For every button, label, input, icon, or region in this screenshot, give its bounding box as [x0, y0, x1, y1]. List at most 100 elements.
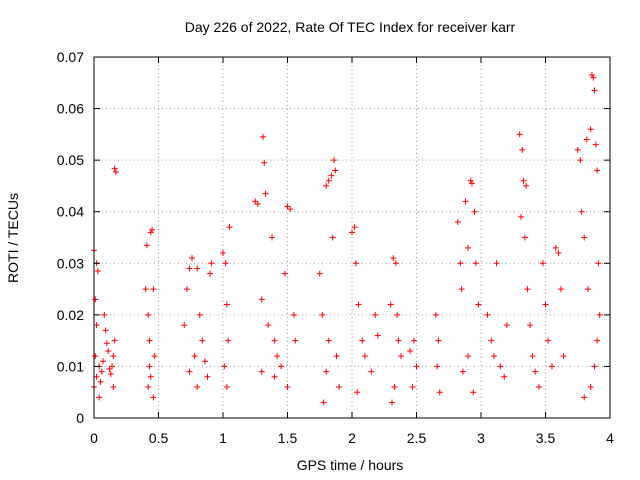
data-point: [390, 255, 397, 262]
data-point: [105, 347, 112, 354]
data-point: [557, 286, 564, 293]
data-point: [199, 337, 206, 344]
data-point: [516, 131, 523, 138]
data-point: [542, 301, 549, 308]
data-point: [536, 384, 543, 391]
data-point: [259, 133, 266, 140]
data-point: [221, 363, 228, 370]
data-point: [592, 141, 599, 148]
data-point: [488, 337, 495, 344]
data-point: [409, 384, 416, 391]
data-point: [372, 311, 379, 318]
data-point: [520, 177, 527, 184]
data-point: [329, 234, 336, 241]
data-point: [436, 389, 443, 396]
data-point: [150, 394, 157, 401]
data-point: [145, 311, 152, 318]
data-point: [110, 353, 117, 360]
data-point: [332, 167, 339, 174]
data-point: [220, 249, 226, 256]
data-point: [225, 337, 232, 344]
data-point: [552, 244, 559, 251]
data-point: [320, 399, 327, 406]
data-point: [458, 286, 465, 293]
data-point: [269, 234, 276, 241]
x-tick-label: 3.5: [536, 430, 556, 446]
data-point: [146, 363, 153, 370]
data-point: [330, 157, 337, 164]
data-point: [107, 371, 114, 378]
data-point: [316, 270, 323, 277]
data-point: [278, 363, 285, 370]
data-point: [527, 322, 534, 329]
data-point: [328, 172, 335, 179]
data-point: [374, 332, 381, 339]
x-tick-label: 1.5: [278, 430, 298, 446]
data-point: [142, 286, 149, 293]
data-point: [468, 180, 475, 187]
data-point: [587, 126, 594, 133]
data-point: [98, 368, 105, 375]
x-tick-label: 2.5: [407, 430, 427, 446]
data-point: [493, 260, 500, 267]
data-point: [292, 337, 299, 344]
data-point: [355, 301, 362, 308]
data-point: [595, 260, 602, 267]
data-point: [581, 394, 588, 401]
data-point: [103, 340, 110, 347]
data-point: [594, 167, 601, 174]
data-point: [465, 244, 472, 251]
data-point: [226, 224, 233, 231]
data-point: [548, 363, 555, 370]
y-tick-label: 0.04: [57, 204, 84, 220]
data-point: [497, 363, 504, 370]
x-tick-label: 2: [348, 430, 356, 446]
x-tick-label: 3: [477, 430, 485, 446]
data-point: [284, 384, 291, 391]
data-point: [596, 311, 603, 318]
data-point: [196, 311, 203, 318]
chart-title: Day 226 of 2022, Rate Of TEC Index for r…: [185, 19, 516, 35]
data-point: [258, 296, 265, 303]
data-point: [189, 255, 196, 262]
data-point: [387, 301, 394, 308]
data-point: [93, 373, 100, 380]
data-point: [223, 384, 230, 391]
y-tick-label: 0.01: [57, 358, 84, 374]
data-point: [223, 301, 230, 308]
data-point: [465, 353, 472, 360]
data-point: [97, 378, 104, 385]
data-point: [181, 322, 188, 329]
data-point: [585, 286, 592, 293]
data-point: [354, 389, 361, 396]
data-point: [521, 234, 528, 241]
data-point: [92, 353, 99, 360]
x-axis-label: GPS time / hours: [297, 457, 404, 473]
y-axis-label: ROTI / TECUs: [5, 193, 21, 283]
data-point: [143, 242, 150, 249]
data-point: [186, 368, 193, 375]
data-point: [149, 226, 156, 233]
data-point: [94, 268, 101, 275]
data-point: [470, 389, 477, 396]
data-point: [147, 373, 154, 380]
data-point: [517, 213, 524, 220]
data-point: [110, 384, 117, 391]
y-tick-label: 0.05: [57, 152, 84, 168]
x-axis-ticks: 0 0.5 1 1.5 2 2.5 3 3.5 4: [90, 57, 614, 446]
data-point: [100, 358, 107, 365]
data-point: [284, 203, 291, 210]
data-point: [106, 366, 113, 373]
y-tick-label: 0.06: [57, 101, 84, 117]
data-point: [191, 353, 198, 360]
data-point: [204, 373, 211, 380]
data-point: [194, 265, 201, 272]
data-point: [454, 219, 461, 226]
data-point: [325, 337, 332, 344]
data-point: [112, 169, 119, 176]
data-point: [578, 208, 585, 215]
data-point: [281, 270, 288, 277]
data-point: [590, 74, 597, 81]
data-point: [222, 260, 229, 267]
data-point: [151, 353, 158, 360]
